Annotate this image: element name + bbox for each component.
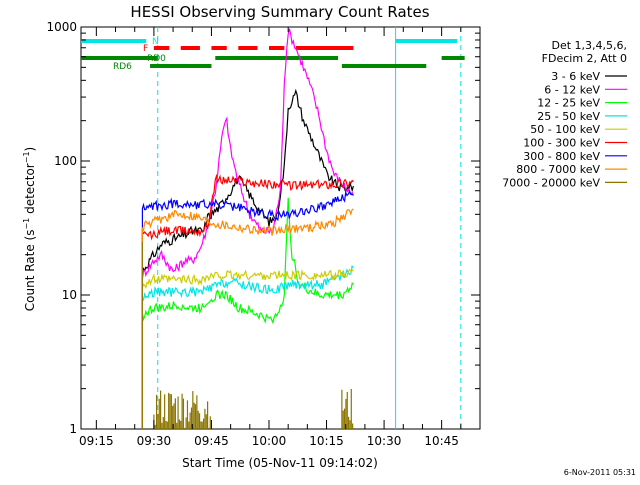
legend-entry-label: 300 - 800 keV [523,150,600,163]
chart-title: HESSI Observing Summary Count Rates [130,3,429,21]
legend: Det 1,3,4,5,6, FDecim 2, Att 0 3 - 6 keV… [502,39,627,189]
legend-entry-label: 25 - 50 keV [537,110,600,123]
legend-entry-label: 3 - 6 keV [551,70,600,83]
series-line-1 [141,28,354,429]
legend-entry-label: 12 - 25 keV [537,97,600,110]
status-label-rd0: RD0 [147,54,166,64]
x-tick-label: 10:15 [309,434,344,448]
y-tick-label: 1000 [46,20,77,34]
x-tick-label: 10:00 [252,434,287,448]
series-line-7 [141,208,354,429]
x-tick-label: 09:15 [79,434,114,448]
legend-entry-label: 50 - 100 keV [530,123,600,136]
legend-header-line-2: FDecim 2, Att 0 [542,52,627,65]
legend-header-line-1: Det 1,3,4,5,6, [551,39,627,52]
status-label-f: F [143,44,148,54]
footer-date: 6-Nov-2011 05:31 [564,468,636,477]
series-line-3 [141,264,354,429]
series-line-6 [141,189,354,429]
series-line-0 [141,88,354,429]
y-tick-label: 100 [54,154,77,168]
x-tick-label: 10:30 [367,434,402,448]
plot-frame [80,26,481,430]
y-axis-label: Count Rate (s−1 detector−1) [22,147,37,311]
legend-entry-label: 800 - 7000 keV [516,163,600,176]
y-tick-label: 1 [69,422,77,436]
series-line-2 [141,197,354,429]
series-line-4 [141,268,354,429]
y-tick-label: 10 [62,288,77,302]
legend-entry-label: 6 - 12 keV [544,83,600,96]
status-label-rd6: RD6 [113,62,132,72]
legend-entry-label: 7000 - 20000 keV [502,176,600,189]
x-tick-label: 09:45 [194,434,229,448]
x-axis-label: Start Time (05-Nov-11 09:14:02) [182,456,378,470]
x-tick-label: 09:30 [137,434,172,448]
series-line-5 [141,173,354,429]
legend-entry-label: 100 - 300 keV [523,137,600,150]
status-label-n: N [152,37,159,47]
x-tick-label: 10:45 [424,434,459,448]
